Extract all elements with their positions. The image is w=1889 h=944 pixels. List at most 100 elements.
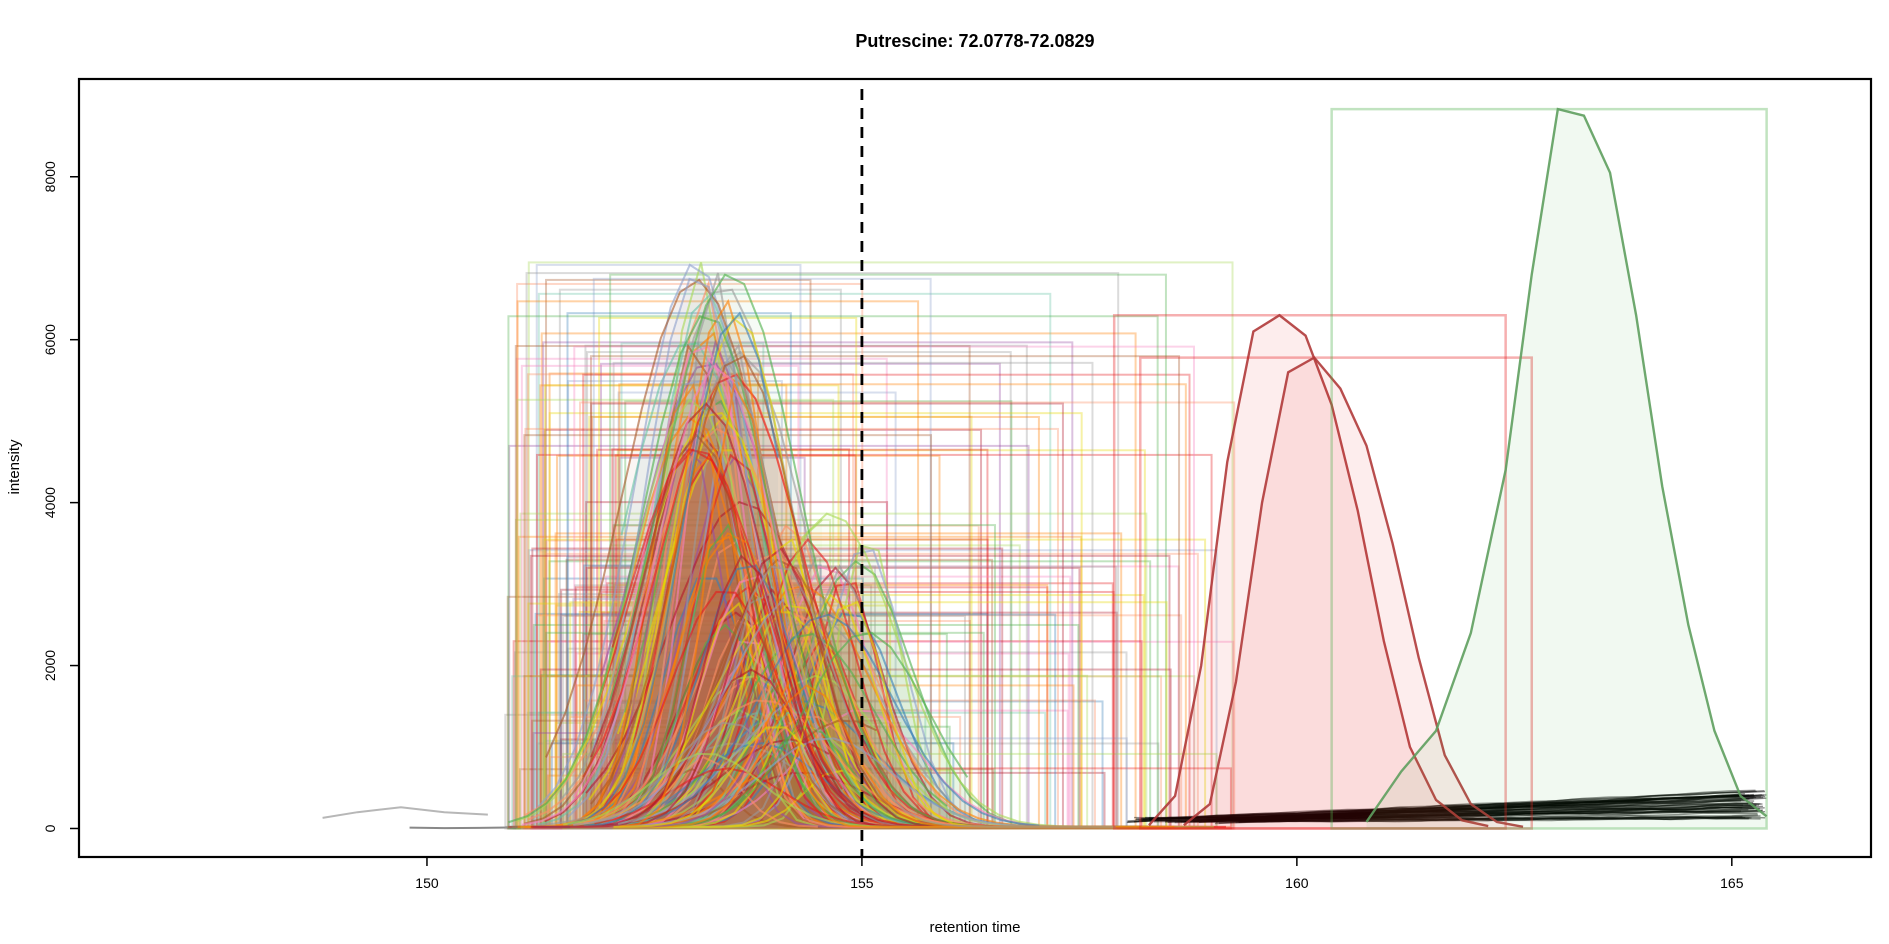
peak-fill-23	[517, 283, 862, 829]
y-tick-label-1: 2000	[42, 650, 58, 681]
peak-box-66	[535, 453, 1213, 830]
tail-trace-3	[1232, 807, 1755, 822]
peak-box-64	[524, 427, 1059, 830]
tail-trace-23	[1194, 816, 1743, 823]
tail-trace-12	[1127, 794, 1754, 822]
peak-box-41	[588, 415, 973, 830]
peak-line-26	[535, 263, 787, 810]
highlight-line-2	[1365, 107, 1768, 823]
y-tick-label-3: 6000	[42, 324, 58, 355]
peak-line-41	[588, 415, 953, 828]
peak-box-82	[598, 316, 858, 830]
peak-box-68	[546, 640, 1235, 830]
peak-line-134	[521, 364, 791, 826]
peak-box-92	[582, 373, 1191, 830]
tail-trace-17	[1198, 799, 1747, 824]
peak-fill-96	[517, 301, 901, 829]
y-tick-label-2: 4000	[42, 487, 58, 518]
tail-trace-48	[1164, 807, 1765, 820]
peak-box-121	[590, 402, 1064, 830]
tail-trace-33	[1160, 796, 1761, 820]
tail-trace-2	[1238, 817, 1761, 824]
peak-fill-127	[570, 602, 1164, 829]
peak-fill-116	[580, 402, 1231, 829]
x-tick-label-2: 160	[1285, 875, 1309, 891]
peak-box-74	[542, 538, 1207, 830]
peak-box-15	[600, 362, 1001, 830]
peak-line-139	[613, 726, 806, 828]
peak-line-108	[613, 702, 787, 826]
x-tick-label-1: 155	[850, 875, 874, 891]
peak-box-25	[542, 341, 1074, 830]
peak-fill-50	[528, 550, 1199, 829]
peak-box-5	[540, 332, 1137, 830]
peak-box-117	[539, 668, 1172, 830]
peak-fill-117	[540, 669, 1153, 829]
tail-trace-19	[1238, 815, 1761, 823]
peak-box-127	[569, 601, 1168, 830]
x-axis: 150 155 160 165	[415, 857, 1744, 891]
peak-box-36	[548, 560, 1152, 830]
peak-box-132	[529, 554, 1171, 830]
peak-fill-75	[533, 624, 1070, 829]
x-axis-label: retention time	[930, 919, 1021, 936]
peak-box-9	[534, 612, 989, 830]
tail-trace-57	[1234, 804, 1757, 822]
tail-trace-20	[1237, 806, 1760, 821]
tail-trace-36	[1134, 802, 1761, 819]
peak-box-62	[548, 412, 1083, 830]
peak-box-114	[582, 699, 1096, 830]
peak-box-57	[585, 566, 1081, 830]
tail-trace-16	[1242, 810, 1765, 819]
peak-box-54	[508, 444, 1030, 830]
tail-trace-25	[1148, 794, 1750, 819]
peak-box-135	[562, 752, 1218, 830]
tail-trace-45	[1208, 790, 1757, 821]
tail-trace-22	[1220, 806, 1743, 821]
tail-trace-29	[1167, 794, 1742, 824]
chart-title: Putrescine: 72.0778-72.0829	[855, 31, 1094, 51]
y-tick-label-4: 8000	[42, 161, 58, 192]
peak-box-0	[586, 351, 1012, 830]
plot-frame	[77, 77, 1873, 859]
x-tick-label-0: 150	[415, 875, 439, 891]
peak-box-89	[573, 345, 1195, 830]
tail-trace-34	[1149, 798, 1750, 821]
tail-trace-50	[1249, 792, 1745, 821]
peak-box-136	[618, 383, 1187, 830]
peak-box-128	[589, 355, 1181, 830]
peak-box-81	[550, 742, 955, 830]
peak-box-12	[558, 288, 842, 830]
peak-fill-139	[613, 727, 805, 829]
tail-trace-32	[1219, 794, 1742, 820]
peak-box-58	[617, 391, 897, 830]
tail-trace-1	[1183, 814, 1758, 823]
highlight-line-0	[1148, 313, 1489, 828]
peak-box-100	[554, 532, 1123, 830]
peak-box-102	[507, 315, 1159, 830]
peak-line-138	[617, 565, 1116, 828]
tail-trace-8	[1216, 789, 1765, 820]
y-axis: 0 2000 4000 6000 8000	[42, 161, 79, 832]
highlight-box-0	[1112, 314, 1507, 830]
background-trace-0	[322, 806, 488, 819]
peak-line-133	[567, 311, 779, 826]
tail-trace-24	[1233, 806, 1756, 822]
tail-trace-41	[1145, 816, 1746, 820]
peak-box-47	[525, 272, 1120, 830]
peak-fill-31	[567, 557, 816, 829]
tail-trace-53	[1252, 809, 1749, 821]
tail-trace-40	[1252, 803, 1749, 822]
highlight-box-2	[1330, 107, 1768, 830]
peak-box-78	[599, 594, 1145, 830]
tail-trace-56	[1215, 794, 1764, 823]
peak-box-11	[539, 675, 1163, 830]
peak-fill-132	[530, 555, 1163, 829]
tail-trace-52	[1140, 810, 1742, 820]
y-axis-label: intensity	[6, 439, 23, 495]
peak-box-20	[537, 292, 1052, 830]
highlight-fill-0	[1148, 315, 1489, 829]
peak-fill-47	[526, 273, 1101, 829]
tail-trace-44	[1138, 790, 1766, 822]
